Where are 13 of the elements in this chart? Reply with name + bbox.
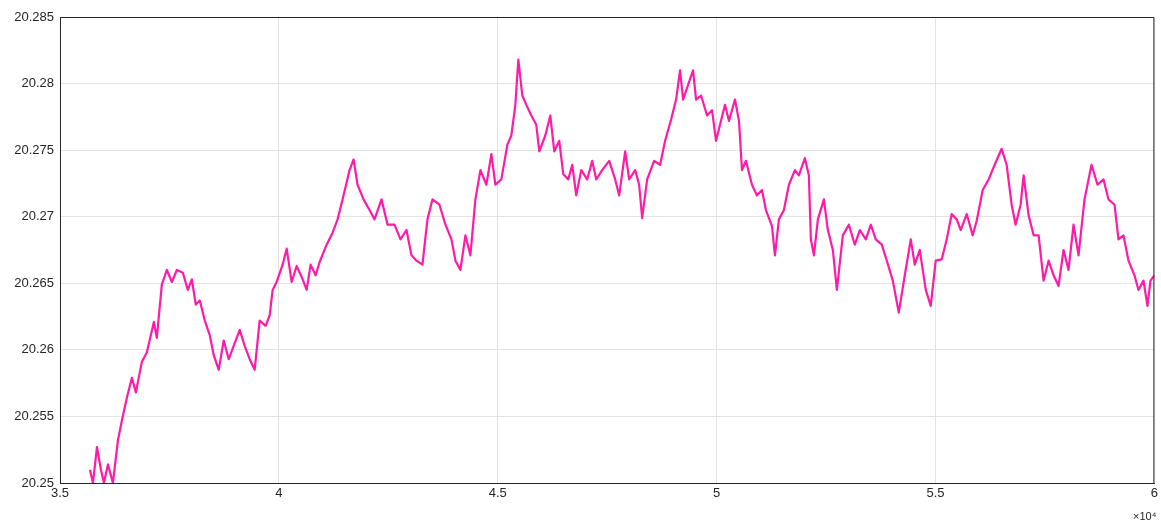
x-tick-label: 4.5	[488, 485, 507, 501]
y-tick-label: 20.275	[14, 141, 54, 157]
x-tick-label: 6	[1150, 485, 1158, 501]
y-tick-label: 20.255	[14, 408, 54, 424]
text: ×10⁴	[1132, 509, 1157, 522]
y-tick-label: 20.26	[21, 341, 54, 357]
x-tick-label: 5.5	[926, 485, 945, 501]
x-tick-label: 4	[275, 485, 283, 501]
y-tick-label: 20.265	[14, 274, 54, 290]
y-tick-label: 20.28	[21, 75, 54, 91]
x-tick-label: 5	[713, 485, 721, 501]
y-tick-label: 20.285	[14, 8, 54, 24]
y-tick-label: 20.27	[21, 208, 54, 224]
